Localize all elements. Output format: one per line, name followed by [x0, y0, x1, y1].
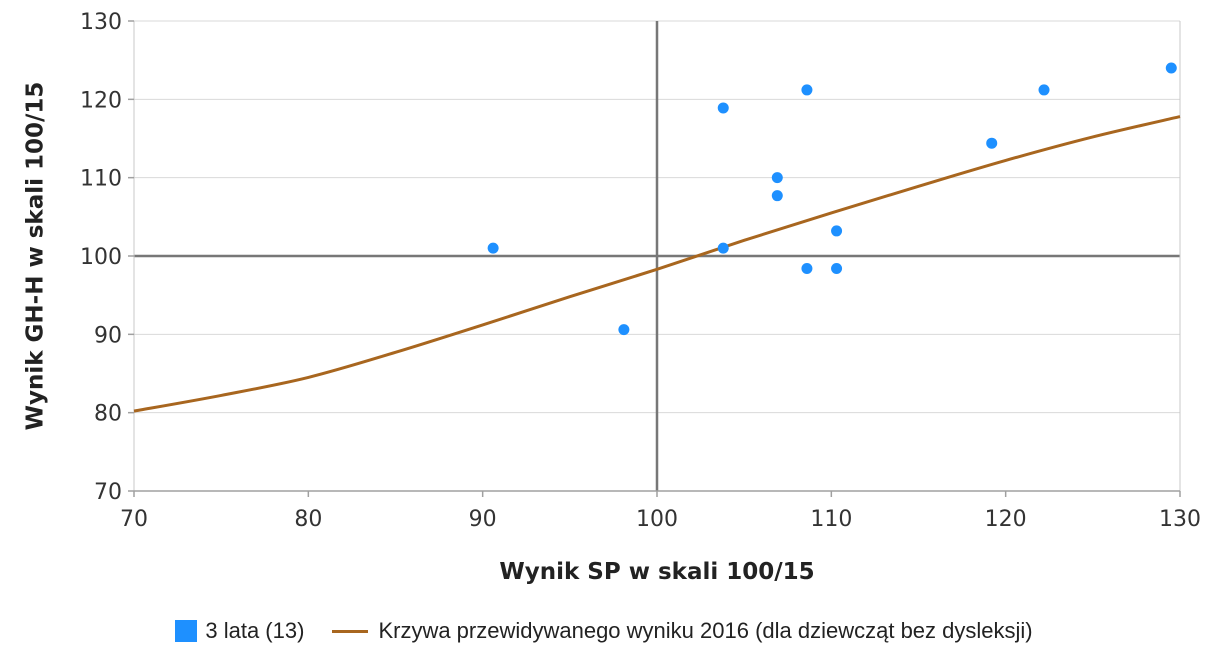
y-tick-label-2: 90 [94, 323, 122, 348]
data-point-12 [1165, 62, 1177, 74]
legend-item-points[interactable]: 3 lata (13) [175, 618, 304, 644]
data-point-3 [717, 102, 729, 114]
x-tick-label-6: 130 [1159, 507, 1201, 532]
y-tick-label-4: 110 [80, 167, 122, 192]
y-tick-label-5: 120 [80, 88, 122, 113]
y-tick-label-1: 80 [94, 402, 122, 427]
data-point-7 [801, 263, 813, 275]
legend: 3 lata (13) Krzywa przewidywanego wyniku… [0, 618, 1208, 644]
prediction-curve [133, 115, 1181, 413]
data-point-6 [801, 84, 813, 96]
x-tick-label-4: 110 [810, 507, 852, 532]
data-point-8 [831, 225, 843, 237]
tick-labels: 70 80 90 100 110 120 130 70 80 90 100 110 120 130 [80, 10, 1201, 532]
y-tick-label-3: 100 [80, 245, 122, 270]
x-tick-label-5: 120 [985, 507, 1027, 532]
legend-item-curve[interactable]: Krzywa przewidywanego wyniku 2016 (dla d… [332, 618, 1033, 644]
data-point-9 [831, 263, 843, 275]
data-point-1 [618, 324, 630, 336]
data-points [487, 62, 1177, 336]
curve-layer [133, 115, 1181, 413]
y-tick-label-6: 130 [80, 10, 122, 35]
legend-label-curve: Krzywa przewidywanego wyniku 2016 (dla d… [378, 618, 1033, 643]
x-tick-label-3: 100 [636, 507, 678, 532]
x-tick-label-2: 90 [469, 507, 497, 532]
data-point-11 [1038, 84, 1050, 96]
scatter-chart: 70 80 90 100 110 120 130 70 80 90 100 110 120 130 Wyn… [23, 10, 1202, 585]
legend-swatch-square-icon [175, 620, 198, 642]
x-axis-title: Wynik SP w skali 100/15 [499, 559, 814, 585]
data-point-4 [771, 172, 783, 184]
x-tick-label-1: 80 [294, 507, 322, 532]
data-point-0 [487, 242, 499, 254]
y-tick-label-0: 70 [94, 480, 122, 505]
data-point-2 [717, 242, 729, 254]
x-tick-label-0: 70 [120, 507, 148, 532]
reference-lines [134, 21, 1180, 491]
y-axis-title: Wynik GH-H w skali 100/15 [23, 82, 49, 431]
legend-label-points: 3 lata (13) [205, 618, 305, 643]
data-point-5 [771, 190, 783, 202]
data-point-10 [986, 137, 998, 149]
axes [128, 20, 1181, 497]
legend-swatch-line-icon [332, 629, 369, 633]
